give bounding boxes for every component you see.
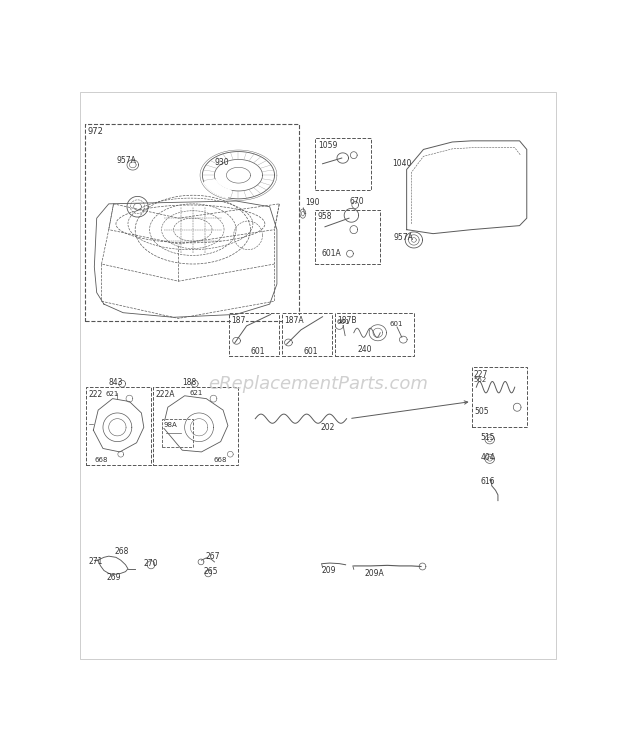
Text: 972: 972 <box>87 126 103 135</box>
Text: 601: 601 <box>337 319 350 325</box>
Text: 601: 601 <box>390 321 404 327</box>
Text: 265: 265 <box>204 567 218 576</box>
Text: 601A: 601A <box>321 249 341 258</box>
Text: 601: 601 <box>303 347 318 356</box>
Text: 209: 209 <box>322 566 336 575</box>
Text: 616: 616 <box>480 477 495 486</box>
Text: 222A: 222A <box>156 390 175 399</box>
Text: 957A: 957A <box>117 156 137 165</box>
Text: 187: 187 <box>231 315 246 324</box>
Text: 958: 958 <box>317 213 332 222</box>
Bar <box>85 124 298 321</box>
Bar <box>316 138 371 190</box>
Text: 227: 227 <box>474 370 489 379</box>
Text: 190: 190 <box>305 198 319 207</box>
Text: 668: 668 <box>213 457 227 463</box>
Text: eReplacementParts.com: eReplacementParts.com <box>208 375 428 394</box>
Bar <box>281 312 332 356</box>
Text: 98A: 98A <box>164 422 178 428</box>
Text: 843: 843 <box>108 378 123 387</box>
Text: 601: 601 <box>250 347 265 356</box>
Text: 240: 240 <box>358 345 372 354</box>
Text: 270: 270 <box>144 559 158 568</box>
Bar <box>316 210 380 264</box>
Text: 621: 621 <box>190 390 203 396</box>
Text: 271: 271 <box>88 557 102 566</box>
Bar <box>335 312 414 356</box>
Text: 1040: 1040 <box>392 159 411 168</box>
Text: 668: 668 <box>95 457 108 463</box>
Text: 202: 202 <box>320 423 335 432</box>
Text: 187B: 187B <box>337 315 356 324</box>
Bar <box>86 387 151 464</box>
Polygon shape <box>204 180 231 198</box>
Text: 621: 621 <box>106 391 119 397</box>
Text: 930: 930 <box>215 158 229 167</box>
Text: 404: 404 <box>480 452 495 461</box>
Text: 505: 505 <box>474 407 489 416</box>
Text: 670: 670 <box>350 197 365 206</box>
Text: 188: 188 <box>182 378 197 387</box>
Bar <box>162 419 193 447</box>
Bar <box>153 387 237 464</box>
Text: 957A: 957A <box>394 233 414 242</box>
Bar <box>229 312 279 356</box>
Text: 562: 562 <box>474 377 487 383</box>
Text: 515: 515 <box>480 433 495 442</box>
Text: 267: 267 <box>206 552 220 561</box>
Text: 187A: 187A <box>284 315 304 324</box>
Text: 269: 269 <box>107 573 121 582</box>
Text: 209A: 209A <box>365 569 384 578</box>
Text: 222: 222 <box>89 390 103 399</box>
Text: 1059: 1059 <box>317 141 337 150</box>
Text: 268: 268 <box>115 547 129 556</box>
Bar <box>471 367 527 427</box>
